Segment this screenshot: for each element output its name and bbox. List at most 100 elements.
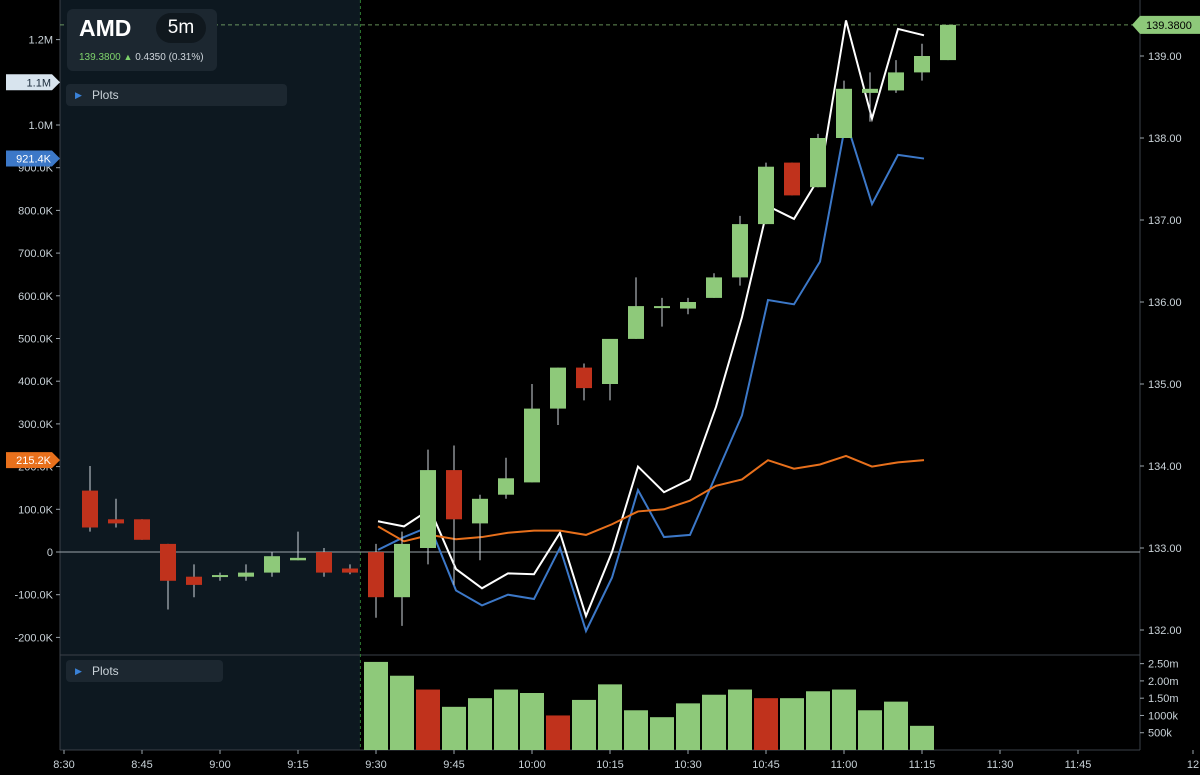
candle-body [108, 519, 124, 524]
time-tick-label: 11:30 [987, 759, 1014, 771]
volume-delta-tick-label: 800.0K [18, 205, 54, 217]
volume-tick-label: 2.00m [1148, 676, 1179, 688]
symbol-label[interactable]: AMD [79, 15, 132, 41]
volume-bar [468, 698, 492, 750]
volume-bar [494, 689, 518, 750]
up-arrow-icon: ▲ [123, 52, 133, 62]
volume-bar [390, 675, 414, 750]
volume-delta-tick-label: 700.0K [18, 248, 54, 260]
white-indicator-line [377, 20, 925, 620]
candle-body [316, 552, 332, 573]
candle-body [680, 302, 696, 309]
volume-bar [364, 661, 388, 750]
expand-triangle-icon: ▶ [75, 90, 82, 100]
time-tick-label: 11:45 [1065, 759, 1092, 771]
plots-toggle-main[interactable]: ▶ Plots [66, 84, 287, 106]
last-price: 139.3800 [79, 52, 121, 63]
last-price-badge [1132, 15, 1200, 34]
volume-bar [416, 689, 440, 750]
candle-body [238, 572, 254, 577]
candle-body [498, 478, 514, 495]
axis-marker-badge [6, 74, 60, 91]
volume-bar [910, 725, 934, 750]
volume-bar [806, 691, 830, 750]
price-tick-label: 132.00 [1148, 625, 1182, 637]
volume-delta-tick-label: 600.0K [18, 291, 54, 303]
candle-body [654, 306, 670, 309]
candle-body [420, 470, 436, 548]
candle-body [264, 556, 280, 573]
time-tick-label: 8:45 [131, 759, 152, 771]
candle-body [524, 408, 540, 483]
volume-delta-tick-label: -200.0K [14, 632, 53, 644]
axis-marker-label: 1.1M [27, 77, 51, 89]
plots-label: Plots [92, 664, 119, 678]
candle-body [862, 88, 878, 93]
candle-body [550, 367, 566, 409]
axis-marker-label: 921.4K [16, 154, 52, 166]
price-tick-label: 135.00 [1148, 379, 1182, 391]
time-tick-label: 10:30 [674, 759, 702, 771]
orange-indicator-line [377, 454, 925, 543]
candle-body [368, 552, 384, 598]
time-tick-label: 10:45 [752, 759, 780, 771]
price-tick-label: 134.00 [1148, 461, 1182, 473]
volume-bars [364, 661, 934, 750]
time-tick-label: 9:30 [365, 759, 386, 771]
price-tick-label: 133.00 [1148, 543, 1182, 555]
price-tick-label: 136.00 [1148, 297, 1182, 309]
volume-delta-tick-label: -100.0K [14, 590, 53, 602]
volume-tick-label: 1.50m [1148, 693, 1179, 705]
volume-bar [780, 698, 804, 750]
blue-indicator-line [377, 120, 925, 634]
timeframe-selector[interactable]: 5m [156, 13, 206, 43]
candle-body [732, 224, 748, 278]
candle-body [758, 166, 774, 225]
candle-body [836, 88, 852, 138]
candle-body [446, 470, 462, 520]
volume-delta-tick-label: 400.0K [18, 376, 54, 388]
candle-body [940, 24, 956, 61]
candle-body [290, 557, 306, 561]
candle-body [628, 306, 644, 339]
last-price-badge-label: 139.3800 [1146, 20, 1192, 32]
candle-body [576, 367, 592, 389]
premarket-shade [60, 0, 360, 750]
volume-bar [572, 699, 596, 750]
symbol-header[interactable]: AMD 5m 139.3800 ▲ 0.4350 (0.31%) [67, 9, 217, 71]
candle-body [186, 576, 202, 585]
time-tick-label: 11:00 [831, 759, 858, 771]
candle-body [888, 72, 904, 91]
candle-body [810, 138, 826, 188]
price-tick-label: 137.00 [1148, 215, 1182, 227]
time-tick-label: 9:15 [287, 759, 308, 771]
price-tick-label: 139.00 [1148, 51, 1182, 63]
candle-body [602, 338, 618, 384]
candle-body [134, 519, 150, 540]
candle-body [472, 498, 488, 524]
candle-body [82, 490, 98, 528]
plots-toggle-volume[interactable]: ▶ Plots [66, 660, 223, 682]
expand-triangle-icon: ▶ [75, 666, 82, 676]
volume-bar [858, 710, 882, 750]
volume-bar [546, 715, 570, 750]
volume-delta-tick-label: 1.0M [29, 120, 53, 132]
time-tick-label: 10:00 [518, 759, 546, 771]
volume-delta-tick-label: 100.0K [18, 504, 54, 516]
volume-bar [442, 706, 466, 750]
time-tick-label: 11:15 [909, 759, 936, 771]
volume-tick-label: 1000k [1148, 710, 1178, 722]
volume-tick-label: 2.50m [1148, 659, 1179, 671]
volume-delta-tick-label: 0 [47, 547, 53, 559]
volume-bar [884, 701, 908, 750]
volume-bar [676, 703, 700, 750]
plots-label: Plots [92, 88, 119, 102]
axis-marker-label: 215.2K [16, 455, 52, 467]
price-tick-label: 138.00 [1148, 133, 1182, 145]
volume-delta-tick-label: 500.0K [18, 334, 54, 346]
time-tick-label: 10:15 [596, 759, 624, 771]
volume-bar [650, 717, 674, 750]
volume-bar [520, 693, 544, 750]
axis-labels: 132.00 133.00 134.00 135.00 136.00 137.00 138.… [6, 15, 1200, 771]
